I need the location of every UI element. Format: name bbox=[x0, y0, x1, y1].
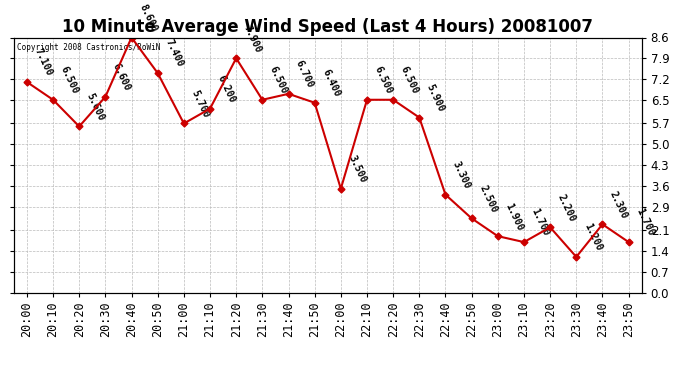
Text: 6.500: 6.500 bbox=[59, 65, 80, 96]
Text: 2.500: 2.500 bbox=[477, 183, 499, 214]
Text: 6.500: 6.500 bbox=[373, 65, 394, 96]
Text: 6.500: 6.500 bbox=[399, 65, 420, 96]
Text: 1.200: 1.200 bbox=[582, 222, 603, 253]
Text: 3.300: 3.300 bbox=[451, 160, 473, 190]
Text: 6.600: 6.600 bbox=[111, 62, 132, 93]
Text: 6.200: 6.200 bbox=[215, 74, 237, 105]
Text: Copyright 2008 Castronics/RoWiN: Copyright 2008 Castronics/RoWiN bbox=[17, 43, 160, 52]
Text: 7.400: 7.400 bbox=[164, 38, 185, 69]
Text: 1.700: 1.700 bbox=[529, 207, 551, 238]
Text: 7.100: 7.100 bbox=[32, 47, 54, 78]
Text: 5.600: 5.600 bbox=[85, 92, 106, 122]
Text: 5.700: 5.700 bbox=[190, 88, 211, 119]
Text: 1.700: 1.700 bbox=[634, 207, 656, 238]
Text: 2.200: 2.200 bbox=[555, 192, 577, 223]
Title: 10 Minute Average Wind Speed (Last 4 Hours) 20081007: 10 Minute Average Wind Speed (Last 4 Hou… bbox=[62, 18, 593, 36]
Text: 2.300: 2.300 bbox=[608, 189, 629, 220]
Text: 6.400: 6.400 bbox=[320, 68, 342, 99]
Text: 6.700: 6.700 bbox=[294, 59, 315, 90]
Text: 7.900: 7.900 bbox=[241, 23, 263, 54]
Text: 8.600: 8.600 bbox=[137, 3, 159, 33]
Text: 6.500: 6.500 bbox=[268, 65, 289, 96]
Text: 5.900: 5.900 bbox=[425, 82, 446, 113]
Text: 3.500: 3.500 bbox=[346, 154, 368, 184]
Text: 1.900: 1.900 bbox=[504, 201, 525, 232]
